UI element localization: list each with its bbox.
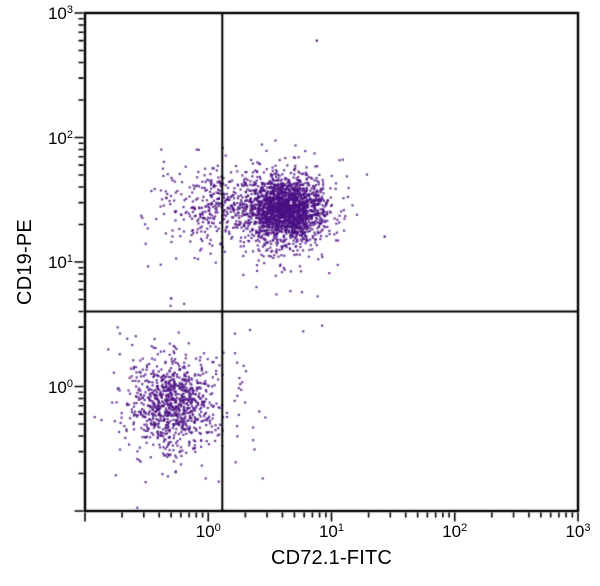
- x-axis-label: CD72.1-FITC: [270, 547, 393, 569]
- x-tick-label: 102: [442, 522, 468, 541]
- x-tick-label: 100: [195, 522, 221, 541]
- y-tick-label: 100: [47, 377, 73, 397]
- x-tick-label: 103: [565, 522, 591, 541]
- y-tick-label: 102: [47, 128, 73, 148]
- y-axis-label: CD19-PE: [14, 219, 36, 305]
- y-tick-label: 103: [47, 4, 73, 23]
- x-tick-label: 101: [318, 522, 345, 541]
- y-tick-label: 101: [47, 253, 73, 272]
